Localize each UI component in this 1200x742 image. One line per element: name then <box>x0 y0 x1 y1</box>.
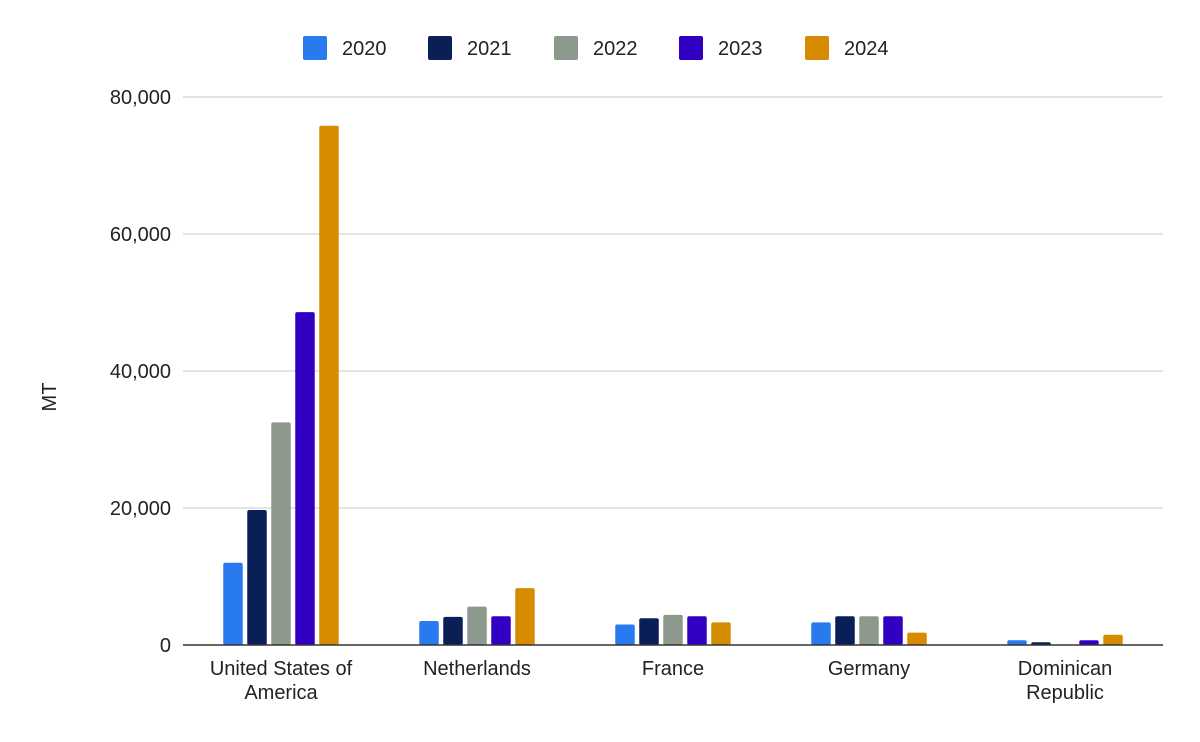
bar-2024-0 <box>319 125 339 645</box>
x-category-label: Germany <box>828 658 910 680</box>
legend-item-2021: 2021 <box>428 36 512 60</box>
x-axis-labels: United States of America Netherlands France… <box>210 658 1112 704</box>
bar-2022-0 <box>271 422 291 645</box>
y-tick-label: 0 <box>160 635 171 657</box>
legend-swatch <box>679 36 703 60</box>
bars <box>223 125 1123 645</box>
legend-swatch <box>554 36 578 60</box>
bar-2024-3 <box>907 632 927 645</box>
bar-2022-1 <box>467 606 487 645</box>
bar-2023-1 <box>491 616 511 645</box>
bar-2023-2 <box>687 616 707 645</box>
y-tick-label: 20,000 <box>110 498 171 520</box>
legend-swatch <box>428 36 452 60</box>
legend-label: 2022 <box>593 38 638 60</box>
legend-item-2023: 2023 <box>679 36 763 60</box>
bar-2020-4 <box>1007 640 1027 645</box>
legend-label: 2021 <box>467 38 512 60</box>
bar-2020-0 <box>223 562 243 645</box>
bar-2021-2 <box>639 618 659 645</box>
bar-2024-2 <box>711 622 731 645</box>
legend-swatch <box>303 36 327 60</box>
bar-2020-1 <box>419 621 439 645</box>
bar-2024-1 <box>515 588 535 645</box>
bar-2021-3 <box>835 616 855 645</box>
legend-label: 2024 <box>844 38 889 60</box>
x-category-label: United States of America <box>210 658 353 704</box>
x-category-label: Dominican Republic <box>1018 658 1112 704</box>
legend-item-2020: 2020 <box>303 36 387 60</box>
bar-2020-2 <box>615 624 635 645</box>
bar-2023-4 <box>1079 640 1099 645</box>
legend: 2020 2021 2022 2023 2024 <box>303 36 889 60</box>
x-category-label: Netherlands <box>423 658 531 680</box>
x-category-label: France <box>642 658 704 680</box>
legend-swatch <box>805 36 829 60</box>
y-tick-label: 80,000 <box>110 87 171 109</box>
y-axis-title: MT <box>39 383 61 412</box>
y-tick-label: 60,000 <box>110 224 171 246</box>
y-axis-ticks: 0 20,000 40,000 60,000 80,000 <box>110 87 171 657</box>
bar-2023-0 <box>295 312 315 645</box>
legend-item-2022: 2022 <box>554 36 638 60</box>
bar-2024-4 <box>1103 634 1123 645</box>
bar-2022-3 <box>859 616 879 645</box>
bar-2022-2 <box>663 614 683 645</box>
bar-2023-3 <box>883 616 903 645</box>
y-tick-label: 40,000 <box>110 361 171 383</box>
legend-label: 2023 <box>718 38 763 60</box>
bar-2020-3 <box>811 622 831 645</box>
bar-2021-0 <box>247 510 267 645</box>
legend-item-2024: 2024 <box>805 36 889 60</box>
bar-2021-1 <box>443 616 463 645</box>
gridlines <box>183 96 1163 509</box>
legend-label: 2020 <box>342 38 387 60</box>
